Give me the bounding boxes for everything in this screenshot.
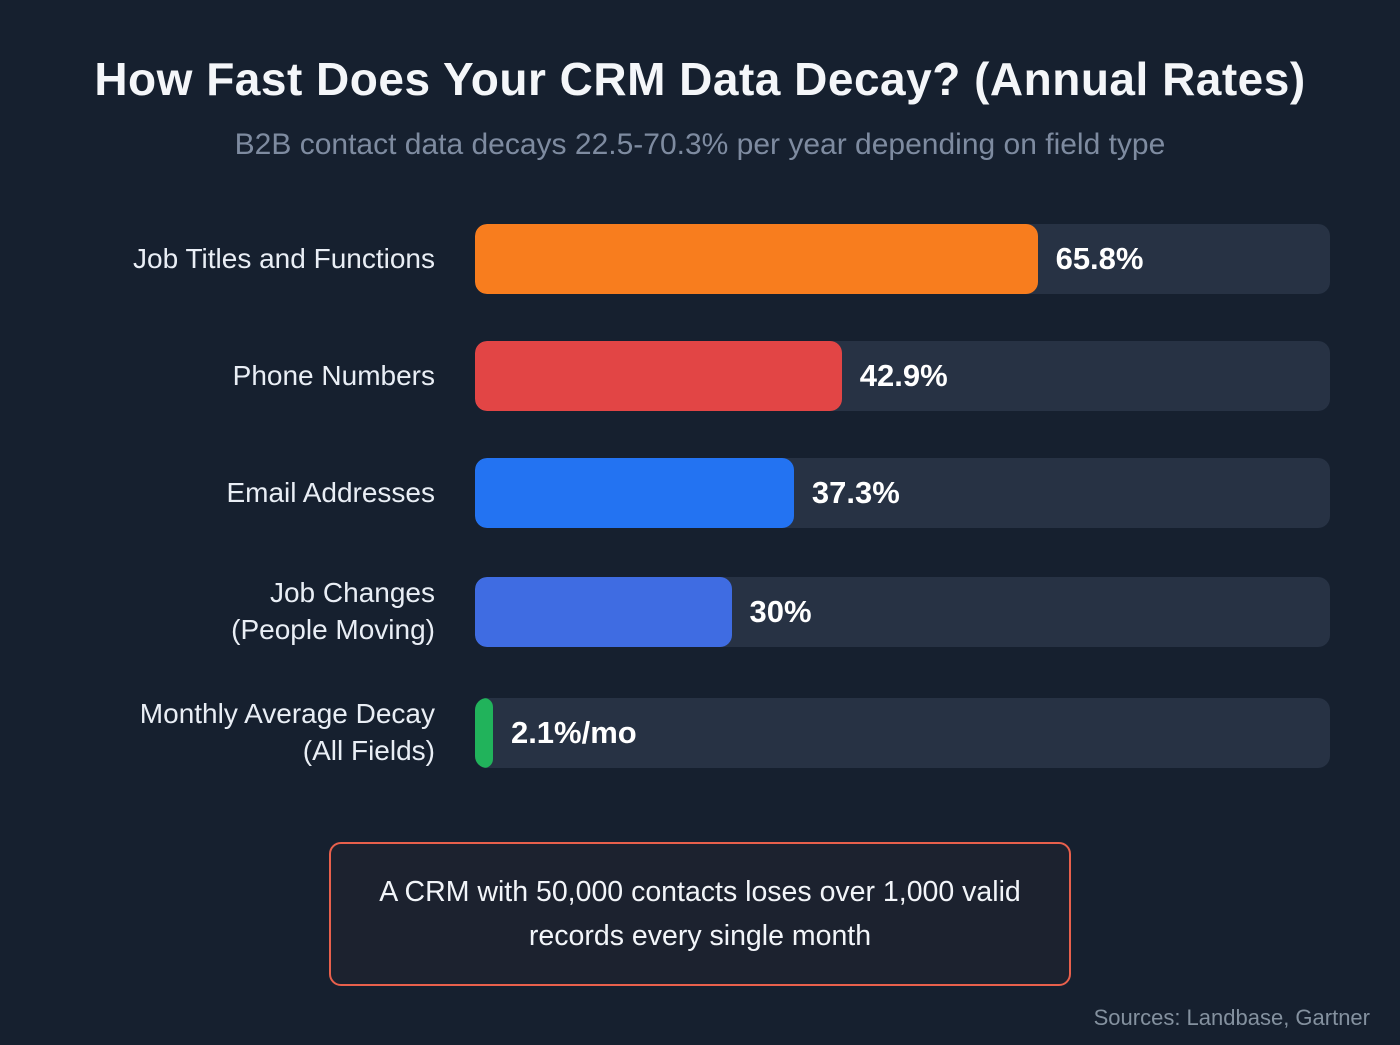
- bar-chart: Job Titles and Functions 65.8% Phone Numbe…: [0, 224, 1400, 770]
- category-label: Monthly Average Decay (All Fields): [139, 697, 435, 766]
- value-label: 2.1%/mo: [510, 714, 637, 750]
- category-label: Phone Numbers: [232, 359, 435, 391]
- chart-row: Job Changes (People Moving) 30%: [70, 575, 1330, 649]
- callout-text: A CRM with 50,000 contacts loses over 1,…: [379, 875, 1021, 952]
- bar-track: 2.1%/mo: [475, 697, 1330, 768]
- bar-track: 30%: [475, 576, 1330, 647]
- callout-box: A CRM with 50,000 contacts loses over 1,…: [329, 841, 1071, 987]
- bar-track: 37.3%: [475, 458, 1330, 528]
- value-label: 37.3%: [811, 475, 900, 510]
- bar-track: 65.8%: [475, 224, 1330, 294]
- value-label: 30%: [749, 593, 812, 629]
- chart-row: Monthly Average Decay (All Fields) 2.1%/m…: [70, 696, 1330, 770]
- bar: [475, 458, 794, 528]
- bar: [475, 576, 732, 647]
- chart-row: Job Titles and Functions 65.8%: [70, 224, 1330, 294]
- chart-row: Phone Numbers 42.9%: [70, 341, 1330, 411]
- category-label: Job Titles and Functions: [133, 242, 435, 274]
- value-label: 65.8%: [1055, 241, 1144, 276]
- bar-track: 42.9%: [475, 341, 1330, 411]
- bar: [475, 341, 842, 411]
- value-label: 42.9%: [859, 358, 948, 393]
- chart-row: Email Addresses 37.3%: [70, 458, 1330, 528]
- sources-note: Sources: Landbase, Gartner: [1093, 1005, 1370, 1030]
- page-title: How Fast Does Your CRM Data Decay? (Annu…: [94, 53, 1306, 105]
- page-subtitle: B2B contact data decays 22.5-70.3% per y…: [234, 128, 1166, 161]
- bar: [475, 224, 1038, 294]
- category-label: Email Addresses: [226, 476, 435, 508]
- bar: [475, 697, 493, 768]
- category-label: Job Changes (People Moving): [231, 577, 435, 645]
